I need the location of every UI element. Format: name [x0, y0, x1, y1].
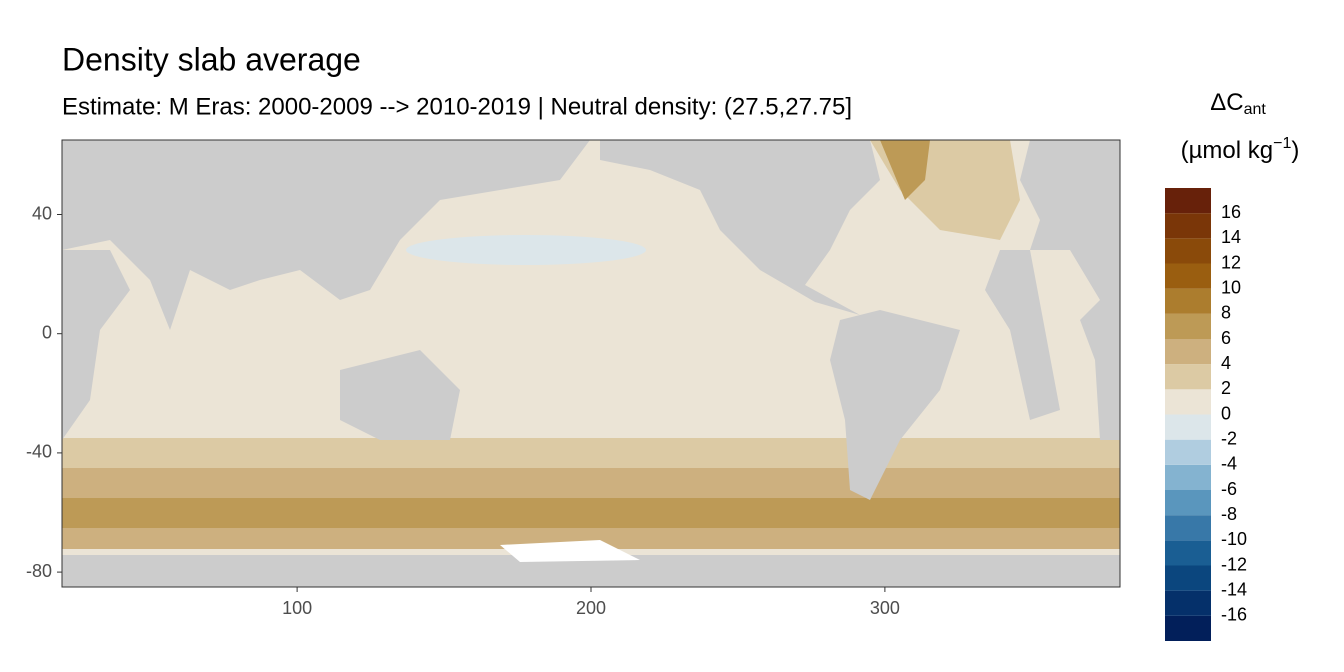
land [600, 140, 880, 315]
colorbar-label: -12 [1221, 554, 1247, 574]
colorbar-label: 14 [1221, 227, 1241, 247]
colorbar-label: -8 [1221, 504, 1237, 524]
ice-shelf [500, 540, 640, 562]
land [62, 250, 130, 440]
colorbar-bin [1165, 590, 1211, 616]
legend-units-end: ) [1291, 137, 1299, 164]
legend-title-main: ΔC [1210, 89, 1243, 116]
colorbar-label: 10 [1221, 277, 1241, 297]
y-tick-label: -80 [26, 561, 52, 581]
x-tick-label: 200 [576, 598, 606, 618]
colorbar-label: 4 [1221, 353, 1231, 373]
colorbar-label: -2 [1221, 428, 1237, 448]
y-tick-label: -40 [26, 442, 52, 462]
colorbar-bin [1165, 615, 1211, 641]
colorbar-bin [1165, 464, 1211, 490]
colorbar-label: 0 [1221, 403, 1231, 423]
colorbar-bin [1165, 490, 1211, 516]
land [830, 310, 960, 500]
chart-subtitle: Estimate: M Eras: 2000-2009 --> 2010-201… [62, 93, 852, 120]
land [62, 140, 590, 330]
legend-units-main: (µmol kg [1181, 137, 1274, 164]
colorbar-bin [1165, 263, 1211, 289]
colorbar-bin [1165, 213, 1211, 239]
legend-units: (µmol kg−1) [1181, 135, 1300, 164]
colorbar-bin [1165, 439, 1211, 465]
colorbar-bin [1165, 414, 1211, 440]
land [340, 350, 460, 440]
x-tick-label: 100 [282, 598, 312, 618]
colorbar-label: -4 [1221, 454, 1237, 474]
colorbar-label: -14 [1221, 579, 1247, 599]
colorbar-bin [1165, 339, 1211, 365]
colorbar-label: 16 [1221, 202, 1241, 222]
colorbar-label: 8 [1221, 303, 1231, 323]
colorbar-bin [1165, 188, 1211, 214]
colorbar-bin [1165, 565, 1211, 591]
colorbar-bin [1165, 288, 1211, 314]
ocean-patch [880, 140, 930, 200]
colorbar-label: 2 [1221, 378, 1231, 398]
ocean-band [62, 438, 1120, 468]
ocean-patch [406, 235, 646, 265]
colorbar-bin [1165, 540, 1211, 566]
colorbar-bin [1165, 238, 1211, 264]
x-tick-label: 300 [870, 598, 900, 618]
colorbar-bin [1165, 364, 1211, 390]
legend-title: ΔCant [1210, 89, 1266, 118]
legend-units-sup: −1 [1273, 135, 1291, 152]
colorbar-bin [1165, 389, 1211, 415]
colorbar-label: 12 [1221, 252, 1241, 272]
y-tick-label: 40 [32, 203, 52, 223]
colorbar-label: 6 [1221, 328, 1231, 348]
land [985, 140, 1120, 440]
colorbar-bin [1165, 313, 1211, 339]
colorbar-bin [1165, 515, 1211, 541]
colorbar-label: -16 [1221, 605, 1247, 625]
legend-title-sub: ant [1244, 101, 1267, 118]
ocean-band [62, 498, 1120, 528]
y-tick-label: 0 [42, 322, 52, 342]
map-layer [61, 139, 1121, 588]
chart-title: Density slab average [62, 41, 361, 77]
colorbar-label: -6 [1221, 479, 1237, 499]
colorbar-label: -10 [1221, 529, 1247, 549]
